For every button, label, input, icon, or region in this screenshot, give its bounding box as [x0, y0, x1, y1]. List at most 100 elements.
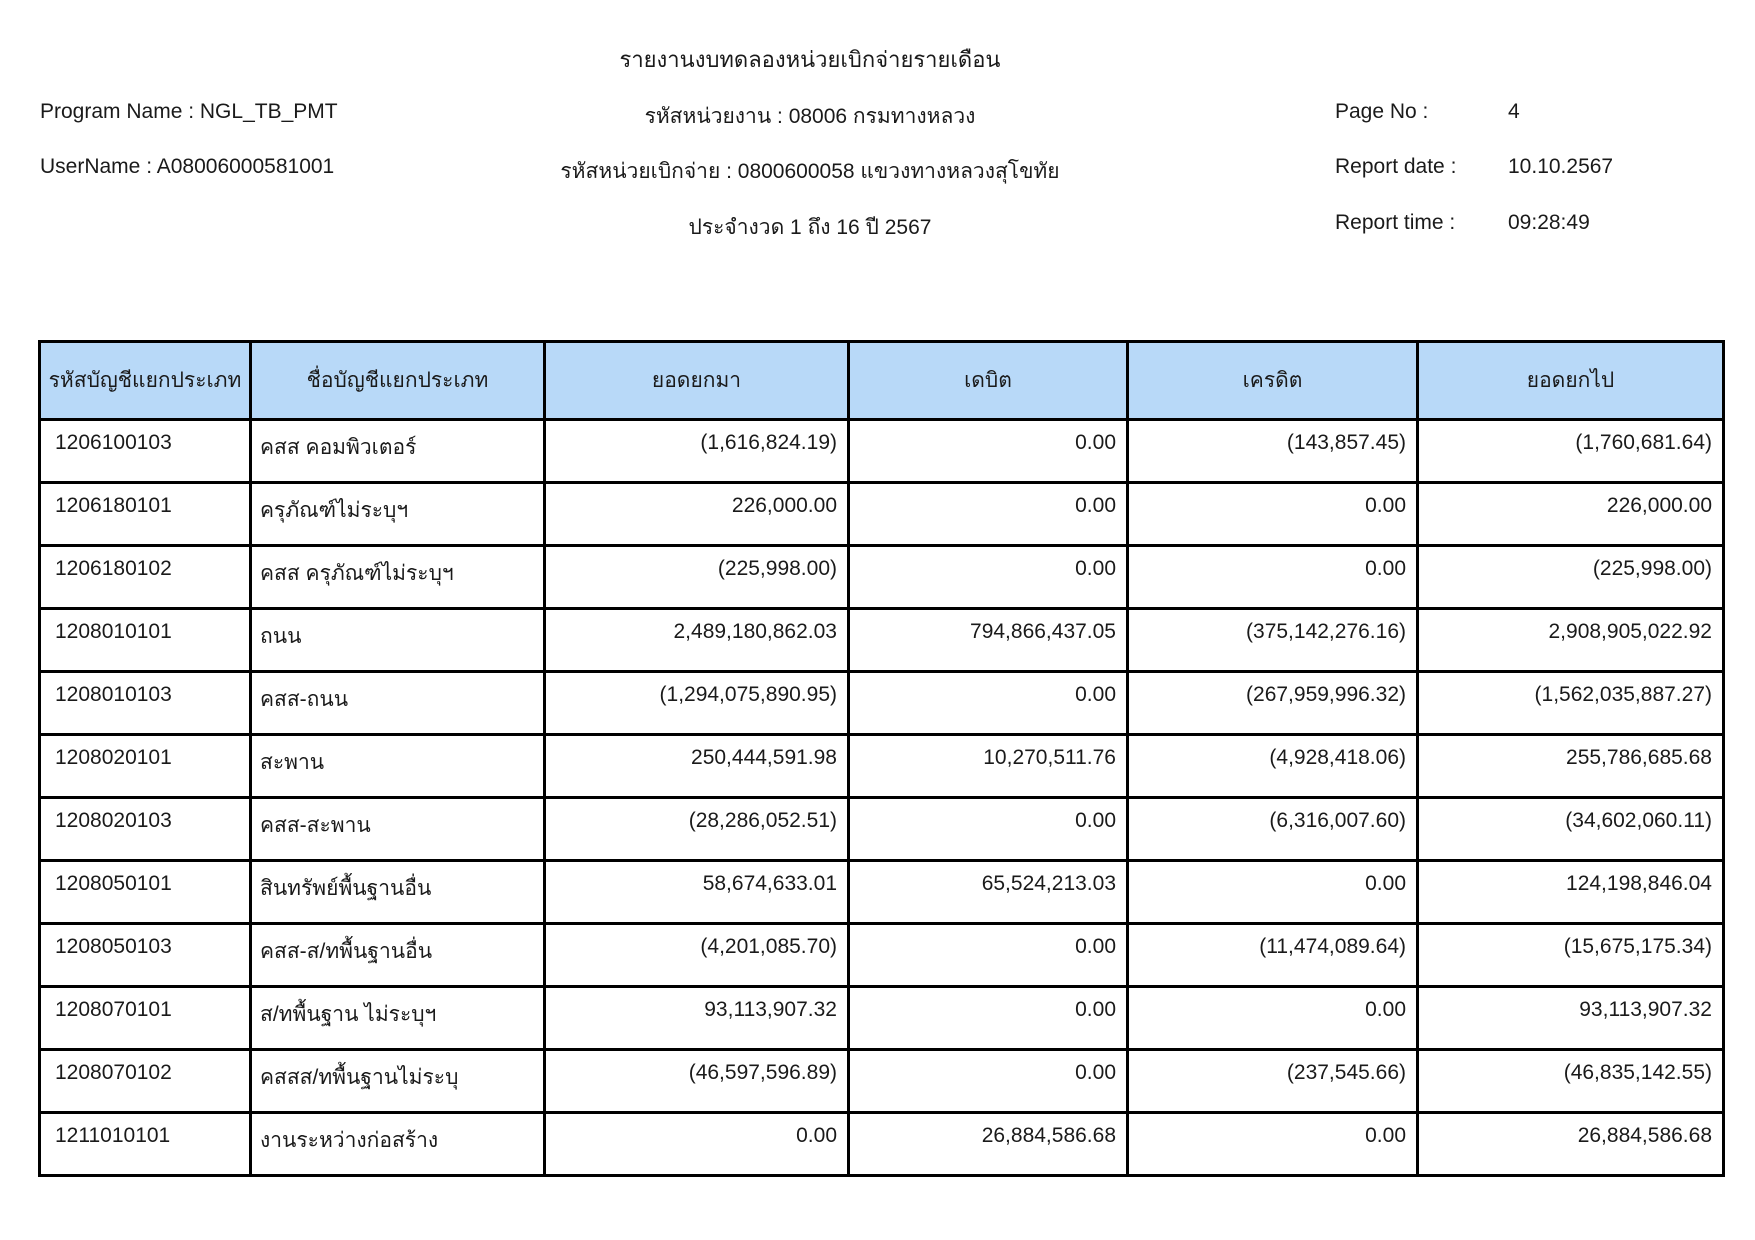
balance-brought-forward-cell: (1,616,824.19) — [543, 418, 850, 484]
balance-carried-forward-cell: (225,998.00) — [1416, 544, 1725, 610]
balance-carried-forward-cell: (15,675,175.34) — [1416, 922, 1725, 988]
header-line-3: ประจำงวด 1 ถึง 16 ปี 2567 Report time : … — [0, 211, 1755, 241]
debit-cell: 0.00 — [847, 670, 1129, 736]
debit-cell: 26,884,586.68 — [847, 1111, 1129, 1177]
trial-balance-table: รหัสบัญชีแยกประเภท ชื่อบัญชีแยกประเภท ยอ… — [38, 340, 1725, 1177]
balance-brought-forward-cell: (225,998.00) — [543, 544, 850, 610]
account-name-cell: คสส-สะพาน — [249, 796, 546, 862]
credit-cell: (237,545.66) — [1126, 1048, 1419, 1114]
table-header-row: รหัสบัญชีแยกประเภท ชื่อบัญชีแยกประเภท ยอ… — [38, 340, 1725, 421]
table-body: 1206100103 คสส คอมพิวเตอร์ (1,616,824.19) 0… — [38, 418, 1725, 1177]
balance-carried-forward-cell: (46,835,142.55) — [1416, 1048, 1725, 1114]
account-name-cell: ครุภัณฑ์ไม่ระบุฯ — [249, 481, 546, 547]
credit-cell: 0.00 — [1126, 859, 1419, 925]
account-name-cell: คสส ครุภัณฑ์ไม่ระบุฯ — [249, 544, 546, 610]
account-name-cell: สะพาน — [249, 733, 546, 799]
balance-carried-forward-cell: 93,113,907.32 — [1416, 985, 1725, 1051]
program-name-line: Program Name : NGL_TB_PMT — [40, 100, 338, 124]
balance-carried-forward-cell: 2,908,905,022.92 — [1416, 607, 1725, 673]
balance-carried-forward-cell: 226,000.00 — [1416, 481, 1725, 547]
page-no-label: Page No : — [1335, 100, 1429, 123]
debit-cell: 0.00 — [847, 1048, 1129, 1114]
username-line: UserName : A08006000581001 — [40, 155, 334, 179]
account-name-cell: คสสส/ทพื้นฐานไม่ระบุ — [249, 1048, 546, 1114]
credit-cell: (267,959,996.32) — [1126, 670, 1419, 736]
account-code-cell: 1208020103 — [38, 796, 252, 862]
debit-cell: 0.00 — [847, 985, 1129, 1051]
table-header: รหัสบัญชีแยกประเภท ชื่อบัญชีแยกประเภท ยอ… — [38, 340, 1725, 421]
balance-brought-forward-cell: (1,294,075,890.95) — [543, 670, 850, 736]
table-row: 1208010101 ถนน 2,489,180,862.03 794,866,437… — [38, 607, 1725, 673]
report-date-label: Report date : — [1335, 155, 1457, 178]
table-row: 1206100103 คสส คอมพิวเตอร์ (1,616,824.19) 0… — [38, 418, 1725, 484]
account-code-cell: 1206180101 — [38, 481, 252, 547]
balance-brought-forward-cell: 58,674,633.01 — [543, 859, 850, 925]
table-row: 1208020103 คสส-สะพาน (28,286,052.51) 0.00 (6… — [38, 796, 1725, 862]
credit-cell: (375,142,276.16) — [1126, 607, 1419, 673]
account-code-cell: 1206100103 — [38, 418, 252, 484]
debit-cell: 0.00 — [847, 796, 1129, 862]
credit-cell: 0.00 — [1126, 985, 1419, 1051]
program-name-label: Program Name : — [40, 100, 195, 123]
agency-line: รหัสหน่วยงาน : 08006 กรมทางหลวง — [644, 105, 976, 128]
account-code-cell: 1208070101 — [38, 985, 252, 1051]
balance-carried-forward-cell: 255,786,685.68 — [1416, 733, 1725, 799]
debit-cell: 0.00 — [847, 544, 1129, 610]
column-header-balance-brought-forward: ยอดยกมา — [543, 340, 850, 421]
account-code-cell: 1208010103 — [38, 670, 252, 736]
report-time-value: 09:28:49 — [1508, 211, 1590, 234]
balance-brought-forward-cell: (28,286,052.51) — [543, 796, 850, 862]
credit-cell: (4,928,418.06) — [1126, 733, 1419, 799]
credit-cell: (6,316,007.60) — [1126, 796, 1419, 862]
balance-brought-forward-cell: (4,201,085.70) — [543, 922, 850, 988]
username-value: A08006000581001 — [156, 155, 335, 178]
account-code-cell: 1208050103 — [38, 922, 252, 988]
table-row: 1211010101 งานระหว่างก่อสร้าง 0.00 26,884,5… — [38, 1111, 1725, 1177]
column-header-balance-carried-forward: ยอดยกไป — [1416, 340, 1725, 421]
debit-cell: 0.00 — [847, 418, 1129, 484]
column-header-account-name: ชื่อบัญชีแยกประเภท — [249, 340, 546, 421]
account-name-cell: สินทรัพย์พื้นฐานอื่น — [249, 859, 546, 925]
balance-brought-forward-cell: (46,597,596.89) — [543, 1048, 850, 1114]
page-no-value: 4 — [1508, 100, 1520, 123]
credit-cell: 0.00 — [1126, 1111, 1419, 1177]
credit-cell: (11,474,089.64) — [1126, 922, 1419, 988]
period-line: ประจำงวด 1 ถึง 16 ปี 2567 — [688, 216, 932, 239]
account-code-cell: 1208070102 — [38, 1048, 252, 1114]
balance-carried-forward-cell: 26,884,586.68 — [1416, 1111, 1725, 1177]
credit-cell: (143,857.45) — [1126, 418, 1419, 484]
column-header-credit: เครดิต — [1126, 340, 1419, 421]
account-code-cell: 1208010101 — [38, 607, 252, 673]
table-row: 1208070102 คสสส/ทพื้นฐานไม่ระบุ (46,597,59… — [38, 1048, 1725, 1114]
table-row: 1208050101 สินทรัพย์พื้นฐานอื่น 58,674,633… — [38, 859, 1725, 925]
column-header-account-code: รหัสบัญชีแยกประเภท — [38, 340, 252, 421]
balance-carried-forward-cell: 124,198,846.04 — [1416, 859, 1725, 925]
balance-carried-forward-cell: (34,602,060.11) — [1416, 796, 1725, 862]
balance-carried-forward-cell: (1,562,035,887.27) — [1416, 670, 1725, 736]
balance-brought-forward-cell: 250,444,591.98 — [543, 733, 850, 799]
table-row: 1208010103 คสส-ถนน (1,294,075,890.95) 0.00(… — [38, 670, 1725, 736]
credit-cell: 0.00 — [1126, 481, 1419, 547]
table-row: 1208050103 คสส-ส/ทพื้นฐานอื่น (4,201,085.7… — [38, 922, 1725, 988]
account-code-cell: 1208050101 — [38, 859, 252, 925]
debit-cell: 794,866,437.05 — [847, 607, 1129, 673]
balance-brought-forward-cell: 93,113,907.32 — [543, 985, 850, 1051]
account-code-cell: 1208020101 — [38, 733, 252, 799]
username-label: UserName : — [40, 155, 153, 178]
account-code-cell: 1206180102 — [38, 544, 252, 610]
debit-cell: 10,270,511.76 — [847, 733, 1129, 799]
table-row: 1208020101 สะพาน 250,444,591.98 10,270,511.… — [38, 733, 1725, 799]
account-name-cell: คสส คอมพิวเตอร์ — [249, 418, 546, 484]
header-line-2: UserName : A08006000581001 รหัสหน่วยเบิก… — [0, 155, 1755, 185]
account-name-cell: คสส-ส/ทพื้นฐานอื่น — [249, 922, 546, 988]
report-title: รายงานงบทดลองหน่วยเบิกจ่ายรายเดือน — [619, 47, 1001, 72]
account-code-cell: 1211010101 — [38, 1111, 252, 1177]
balance-brought-forward-cell: 2,489,180,862.03 — [543, 607, 850, 673]
debit-cell: 0.00 — [847, 481, 1129, 547]
balance-brought-forward-cell: 226,000.00 — [543, 481, 850, 547]
program-name-value: NGL_TB_PMT — [199, 100, 338, 123]
table-row: 1206180101 ครุภัณฑ์ไม่ระบุฯ 226,000.00 0.00… — [38, 481, 1725, 547]
account-name-cell: ส/ทพื้นฐาน ไม่ระบุฯ — [249, 985, 546, 1051]
credit-cell: 0.00 — [1126, 544, 1419, 610]
